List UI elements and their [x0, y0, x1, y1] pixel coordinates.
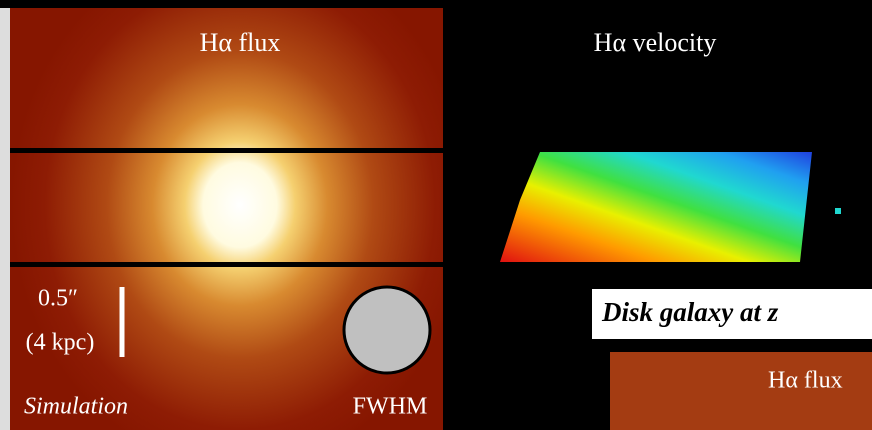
velocity-pixel	[835, 208, 841, 214]
figure: Hα flux 0.5″ (4 kpc) Simulation FWHM Hα …	[0, 0, 872, 430]
beam	[344, 287, 430, 373]
panel-title: Hα velocity	[594, 28, 717, 57]
velocity-map	[500, 152, 812, 262]
caption: Disk galaxy at z	[601, 297, 779, 327]
divider	[10, 262, 443, 267]
inset-title: Hα flux	[768, 368, 843, 394]
panel-title: Hα flux	[200, 28, 281, 57]
scale-angular: 0.5″	[38, 286, 78, 312]
scale-physical: (4 kpc)	[26, 330, 95, 356]
left-edge	[0, 8, 10, 430]
divider	[10, 148, 443, 153]
beam-label: FWHM	[353, 394, 428, 420]
panel-label: Simulation	[24, 394, 128, 420]
